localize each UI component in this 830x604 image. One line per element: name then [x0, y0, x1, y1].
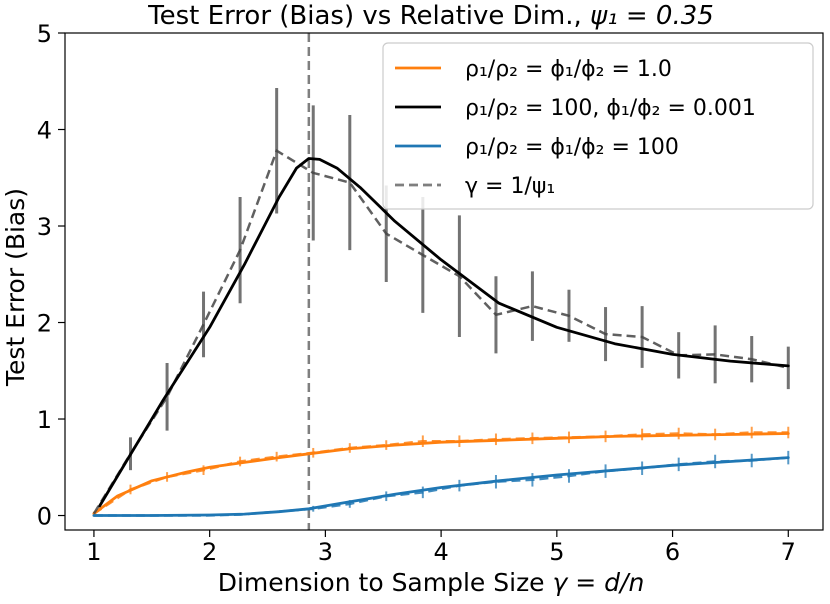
- legend-label: ρ₁/ρ₂ = ϕ₁/ϕ₂ = 100: [465, 135, 679, 160]
- y-tick-label: 2: [37, 310, 52, 338]
- axis-ticks: 1 2 3 4 5 6 7 0 1 2 3 4 5: [37, 20, 796, 566]
- chart-title-math: ψ₁ = 0.35: [590, 1, 714, 31]
- legend-label: ρ₁/ρ₂ = 100, ϕ₁/ϕ₂ = 0.001: [465, 96, 756, 121]
- theory-line: [98, 157, 790, 508]
- y-tick-label: 5: [37, 20, 52, 48]
- chart-title-text: Test Error (Bias) vs Relative Dim.,: [147, 1, 590, 31]
- y-tick-label: 1: [37, 406, 52, 434]
- x-tick-label: 3: [318, 538, 333, 566]
- y-tick-label: 3: [37, 213, 52, 241]
- x-tick-label: 7: [781, 538, 796, 566]
- x-axis-label-math: γ = d/n: [553, 568, 645, 597]
- data-layer: [92, 33, 790, 530]
- empirical-line: [92, 148, 789, 515]
- theory-line: [92, 456, 790, 517]
- x-tick-label: 2: [202, 538, 217, 566]
- x-tick-label: 5: [549, 538, 564, 566]
- x-tick-label: 1: [86, 538, 101, 566]
- theory-line: [92, 432, 790, 515]
- chart-title: Test Error (Bias) vs Relative Dim., ψ₁ =…: [147, 1, 714, 31]
- y-tick-label: 4: [37, 117, 52, 145]
- series-1: [92, 88, 790, 515]
- x-axis-label-text: Dimension to Sample Size: [218, 568, 553, 597]
- empirical-line: [93, 431, 789, 515]
- y-tick-label: 0: [37, 503, 52, 531]
- legend: ρ₁/ρ₂ = ϕ₁/ϕ₂ = 1.0 ρ₁/ρ₂ = 100, ϕ₁/ϕ₂ = …: [382, 42, 814, 210]
- x-axis-label: Dimension to Sample Size γ = d/n: [218, 568, 645, 597]
- legend-label: ρ₁/ρ₂ = ϕ₁/ϕ₂ = 1.0: [465, 57, 672, 82]
- plot-frame: [64, 32, 824, 531]
- y-axis-label: Test Error (Bias): [1, 188, 30, 387]
- x-tick-label: 6: [665, 538, 680, 566]
- series-0: [92, 426, 790, 516]
- legend-label: γ = 1/ψ₁: [465, 174, 555, 199]
- series-2: [92, 450, 790, 517]
- legend-box: [382, 42, 814, 210]
- x-tick-label: 4: [433, 538, 448, 566]
